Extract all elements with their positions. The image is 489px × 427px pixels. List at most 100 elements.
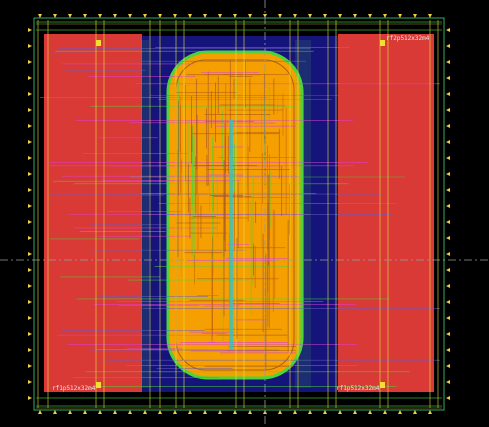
io-pin-bottom [308,410,312,414]
io-pin-left [28,332,32,336]
io-pin-bottom [428,410,432,414]
io-pin-left [28,44,32,48]
io-pins [28,14,450,414]
io-pin-right [446,172,450,176]
io-pin-right [446,252,450,256]
io-pin-right [446,188,450,192]
io-pin-right [446,204,450,208]
io-pin-right [446,236,450,240]
io-pin-bottom [203,410,207,414]
io-pin-bottom [383,410,387,414]
io-pin-right [446,76,450,80]
io-pin-right [446,108,450,112]
macro-corner-marker [96,382,101,388]
io-pin-left [28,380,32,384]
io-pin-bottom [353,410,357,414]
io-pin-right [446,300,450,304]
io-pin-bottom [53,410,57,414]
io-pin-left [28,76,32,80]
io-pin-top [308,14,312,18]
io-pin-right [446,124,450,128]
io-pin-bottom [113,410,117,414]
io-pin-bottom [293,410,297,414]
io-pin-top [383,14,387,18]
io-pin-right [446,268,450,272]
io-pin-left [28,204,32,208]
io-pin-bottom [413,410,417,414]
io-pin-top [398,14,402,18]
io-pin-right [446,396,450,400]
io-pin-right [446,156,450,160]
io-pin-top [293,14,297,18]
io-pin-top [233,14,237,18]
io-pin-bottom [248,410,252,414]
io-pin-top [68,14,72,18]
io-pin-right [446,380,450,384]
macro-corner-marker [380,40,385,46]
die-boundary [33,17,445,411]
io-pin-left [28,60,32,64]
io-pin-left [28,268,32,272]
io-pin-top [158,14,162,18]
io-pin-left [28,316,32,320]
io-pin-right [446,284,450,288]
io-pin-top [278,14,282,18]
io-pin-bottom [173,410,177,414]
io-pin-bottom [278,410,282,414]
io-pin-right [446,92,450,96]
io-pin-left [28,364,32,368]
io-pin-top [128,14,132,18]
macro-right[interactable] [338,34,434,392]
io-pin-bottom [68,410,72,414]
io-pin-left [28,348,32,352]
io-pin-bottom [38,410,42,414]
io-pin-right [446,60,450,64]
io-pin-left [28,300,32,304]
io-pin-top [98,14,102,18]
io-pin-left [28,140,32,144]
macro-corner-marker [380,382,385,388]
io-pin-left [28,28,32,32]
io-pin-bottom [368,410,372,414]
io-pin-left [28,396,32,400]
io-pin-top [83,14,87,18]
io-pin-right [446,332,450,336]
io-pin-left [28,172,32,176]
io-pin-bottom [83,410,87,414]
io-pin-bottom [158,410,162,414]
io-pin-top [143,14,147,18]
io-pin-right [446,316,450,320]
io-pin-bottom [128,410,132,414]
io-pin-left [28,108,32,112]
io-pin-top [53,14,57,18]
io-pin-right [446,140,450,144]
io-pin-top [113,14,117,18]
io-pin-bottom [98,410,102,414]
io-pin-top [38,14,42,18]
macro-left[interactable] [44,34,142,392]
io-pin-right [446,364,450,368]
io-pin-bottom [338,410,342,414]
io-pin-left [28,188,32,192]
io-pin-bottom [218,410,222,414]
io-pin-bottom [143,410,147,414]
io-pin-bottom [398,410,402,414]
io-pin-top [353,14,357,18]
io-pin-right [446,348,450,352]
io-pin-left [28,252,32,256]
io-pin-left [28,284,32,288]
macro-corner-marker [96,40,101,46]
io-pin-top [218,14,222,18]
io-pin-bottom [323,410,327,414]
io-pin-left [28,124,32,128]
io-pin-left [28,220,32,224]
io-pin-left [28,156,32,160]
io-pin-top [338,14,342,18]
io-pin-top [428,14,432,18]
routing-layer [40,40,440,388]
io-pin-bottom [188,410,192,414]
io-pin-top [248,14,252,18]
io-pin-right [446,28,450,32]
io-pin-right [446,220,450,224]
